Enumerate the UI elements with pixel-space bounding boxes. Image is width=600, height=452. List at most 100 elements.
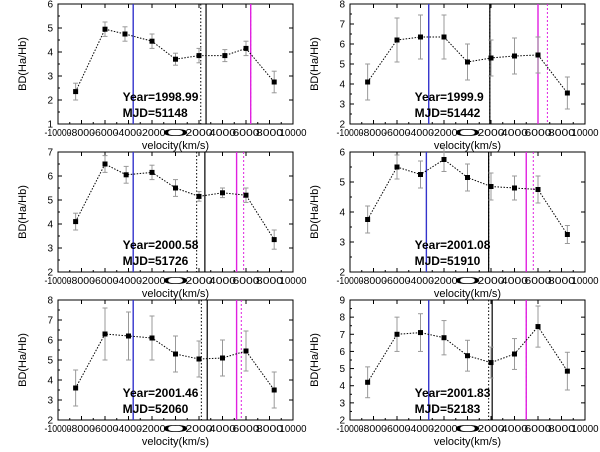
x-tick-label: 0 [162, 276, 191, 287]
x-tick-label: -10000 [45, 128, 72, 139]
chart-panel-1: 1 2 3 4 5 6 -10000-8000-6000-4000-200002000400… [17, 0, 307, 152]
x-tick-label: -2000 [139, 128, 166, 139]
y-tick-label: 3 [339, 238, 345, 249]
x-tick-label: -10000 [45, 424, 72, 435]
x-tick-label: 2000 [186, 276, 214, 287]
mjd-annotation: MJD=51442 [415, 106, 481, 120]
x-tick-label: -8000 [360, 128, 387, 139]
x-tick-label: -6000 [92, 276, 119, 287]
y-tick-label: 5 [339, 178, 345, 189]
y-tick-label: 5 [47, 196, 53, 207]
year-annotation: Year=1999.9 [415, 90, 484, 104]
y-axis-label: BD(Ha/Hb) [17, 333, 29, 387]
data-point [441, 335, 447, 341]
y-tick-label: 4 [339, 208, 345, 219]
x-tick-label: 2000 [186, 128, 214, 139]
y-tick-label: 4 [339, 381, 345, 392]
y-tick-label: 3 [47, 396, 53, 407]
y-tick-label: 5 [47, 24, 53, 35]
x-tick-label: -4000 [115, 128, 142, 139]
x-tick-label: -4000 [115, 276, 142, 287]
y-tick-label: 6 [47, 172, 53, 183]
data-point [73, 219, 79, 225]
x-tick-label: 10000 [572, 424, 599, 435]
y-tick-label: 2 [339, 268, 345, 279]
y-tick-label: 5 [47, 356, 53, 367]
y-tick-label: 4 [47, 376, 53, 387]
x-tick-label: -4000 [407, 128, 434, 139]
data-point [222, 53, 228, 59]
x-axis-label: velocity(km/s) [142, 436, 209, 448]
data-point [564, 368, 570, 374]
y-tick-label: 5 [339, 60, 345, 71]
data-point [149, 335, 155, 341]
data-point [365, 217, 371, 222]
y-tick-label: 7 [47, 148, 53, 159]
x-tick-label: 4000 [501, 424, 529, 435]
data-point [173, 351, 178, 357]
chart-panel-4: 2 3 4 5 6 -10000-8000-6000-4000-2000020004000… [309, 147, 599, 300]
x-tick-label: 6000 [525, 276, 553, 287]
x-tick-label: -8000 [68, 276, 95, 287]
y-tick-label: 2 [47, 96, 53, 107]
y-tick-label: 4 [47, 220, 53, 231]
x-tick-label: -4000 [407, 424, 434, 435]
x-tick-label: 10000 [280, 276, 307, 287]
y-tick-label: 7 [47, 316, 53, 327]
year-annotation: Year=2001.83 [415, 386, 491, 400]
x-tick-label: -8000 [68, 424, 95, 435]
data-point [220, 190, 225, 196]
x-tick-label: 0 [454, 424, 483, 435]
y-tick-label: 8 [47, 296, 53, 307]
series-line [75, 163, 275, 240]
data-point [196, 193, 202, 199]
x-tick-label: 2000 [478, 128, 506, 139]
y-tick-label: 7 [339, 20, 345, 31]
x-tick-label: -2000 [431, 276, 458, 287]
y-tick-label: 9 [339, 296, 345, 307]
x-tick-label: 4000 [501, 276, 529, 287]
x-axis-label: velocity(km/s) [142, 288, 209, 300]
data-point [196, 53, 202, 59]
x-tick-label: -10000 [337, 128, 364, 139]
data-point [512, 351, 517, 357]
data-point [173, 185, 178, 191]
x-tick-label: 6000 [233, 128, 261, 139]
data-point [271, 79, 277, 85]
data-point [102, 331, 108, 337]
y-tick-label: 6 [339, 40, 345, 51]
x-tick-label: 8000 [256, 424, 284, 435]
y-tick-label: 3 [339, 100, 345, 111]
x-tick-label: 6000 [525, 424, 553, 435]
mjd-annotation: MJD=51726 [123, 254, 189, 268]
x-tick-label: 8000 [548, 128, 576, 139]
y-tick-label: 2 [47, 416, 53, 427]
data-point [196, 356, 202, 362]
x-tick-label: -6000 [92, 424, 119, 435]
y-axis-label: BD(Ha/Hb) [309, 333, 321, 387]
data-point [173, 56, 178, 62]
data-point [564, 232, 570, 237]
data-point [465, 353, 470, 359]
data-point [271, 387, 277, 393]
x-tick-label: 6000 [233, 276, 261, 287]
data-point [512, 185, 517, 191]
y-tick-label: 8 [339, 313, 345, 324]
y-tick-label: 2 [339, 416, 345, 427]
x-tick-label: -2000 [139, 276, 166, 287]
data-point [512, 53, 517, 59]
x-tick-label: 10000 [572, 128, 599, 139]
year-annotation: Year=2001.46 [123, 386, 199, 400]
data-point [535, 324, 541, 330]
x-tick-label: 6000 [233, 424, 261, 435]
data-point [149, 38, 155, 44]
y-tick-label: 4 [339, 80, 345, 91]
y-tick-label: 6 [339, 148, 345, 159]
data-point [564, 90, 570, 96]
x-axis-label: velocity(km/s) [434, 140, 501, 152]
data-point [365, 79, 371, 85]
x-tick-label: 6000 [525, 128, 553, 139]
x-tick-label: 0 [162, 424, 191, 435]
x-tick-label: -6000 [384, 128, 411, 139]
